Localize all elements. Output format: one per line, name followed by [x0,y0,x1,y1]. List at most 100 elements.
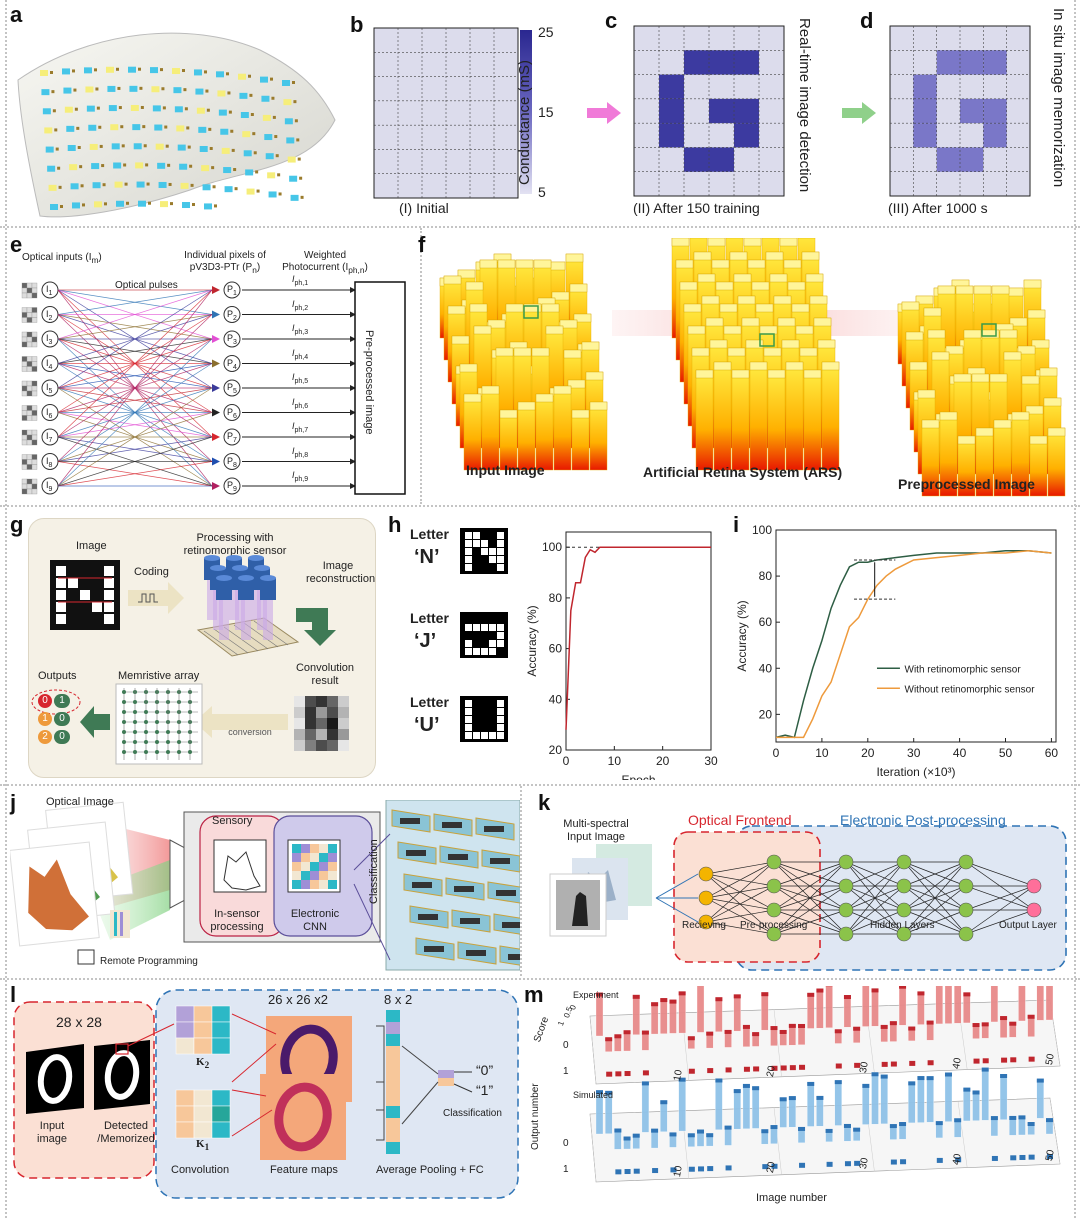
electrode [234,187,238,191]
photocurrent-label: Iph,8 [292,445,309,459]
memristor [122,740,126,744]
connection [57,436,213,462]
electrode [168,182,172,186]
photocurrent-label: Iph,7 [292,421,309,434]
bar-3d [1047,427,1066,497]
kernel1-cell [211,1121,231,1139]
colorbar-tick-25: 25 [538,24,554,40]
letter-pixel [497,732,504,739]
electrode [214,204,217,208]
bar-top [463,393,482,403]
bar-top [783,259,802,269]
i-xtick-label: 10 [815,746,829,760]
i-ytick-label: 20 [759,707,773,721]
bar-top [495,347,514,357]
electrode [187,145,191,149]
cnn-cell [292,853,301,862]
bar-top [563,349,582,359]
m-bar-top [651,1128,659,1133]
connection [57,387,213,413]
m-bar-top [899,1122,907,1127]
pixel-pattern [21,405,28,411]
conv-cell [327,729,338,740]
device-core [400,818,420,824]
bar-top [971,373,990,383]
sensor-chip [284,118,293,125]
letter-pixel [497,624,504,631]
m-bar-top [843,995,851,1000]
light-beam [213,590,223,630]
bar-top [1025,405,1044,415]
k-neuron [958,926,974,942]
m-xtick-label: 10 [672,1165,685,1178]
image-label: Image [76,540,107,552]
k-neuron [838,854,854,870]
m-bar-low [955,1157,962,1163]
conv-cell [316,729,327,740]
electrode [249,93,253,97]
memristor [133,720,137,724]
panel-label-f: f [418,232,426,257]
separator [0,978,1080,980]
m-bar-low [753,1066,760,1072]
sensor-chip [63,87,72,94]
memristor [144,720,148,724]
bar-3d [749,361,768,471]
pooling-cell [386,1106,400,1118]
i-ytick-label: 60 [759,615,773,629]
m-out-tick: 0 [563,1040,569,1051]
letter-pixel [481,548,488,555]
bar-top [1039,367,1058,377]
separator [420,228,422,504]
input-node-label: I5 [46,382,53,395]
letter-pixel [481,648,488,655]
k-connection [705,861,775,899]
sensor-chip [128,66,136,73]
letter-pixel [497,564,504,571]
m-xtick-label: 30 [858,1157,871,1170]
letter-pixel [489,556,496,563]
bar-top [559,319,578,329]
m-bar-low [1047,1154,1053,1159]
output-index: 0 [38,694,52,708]
colorbar-tick-5: 5 [538,184,546,200]
electrode [253,151,257,155]
m-bar-top [632,994,640,999]
bar-top [473,325,492,335]
m-bar-low [670,1167,677,1173]
electrode [73,88,77,92]
letter-pixel [465,640,472,647]
h-ytick-label: 20 [549,743,563,757]
3d-bar-images [439,238,1066,497]
m-bar [605,1037,613,1052]
sensor-chip [155,143,164,150]
bar-top [1011,411,1030,421]
connection [57,436,213,487]
m-bar-top [651,1002,659,1007]
letter-pixel [465,624,472,631]
memristor [122,730,126,734]
m-gridline [589,1113,597,1183]
bar-3d [481,385,500,471]
pulse-arrow [212,408,220,417]
m-bar-top [798,1023,806,1028]
bar-top [905,331,924,341]
pixel-pattern [21,439,28,446]
bar-top [937,285,956,295]
input-node-label: I4 [46,357,53,371]
letter-pixel [465,732,472,739]
pixel-pattern [21,361,28,367]
electrode [299,176,303,180]
electrode [296,138,300,142]
m-bar [779,1097,787,1128]
m-bar-low [725,1067,732,1073]
m-bar [917,991,925,1025]
letter-pixel [465,532,472,539]
m-bar-top [963,992,971,997]
bar-3d [517,401,536,471]
optical-inputs-label: Optical inputs (Im) [22,252,102,265]
bar-3d [731,369,750,471]
grid-cell-active [983,123,1007,148]
m-bar-top [752,1086,760,1091]
electrode [117,86,121,90]
